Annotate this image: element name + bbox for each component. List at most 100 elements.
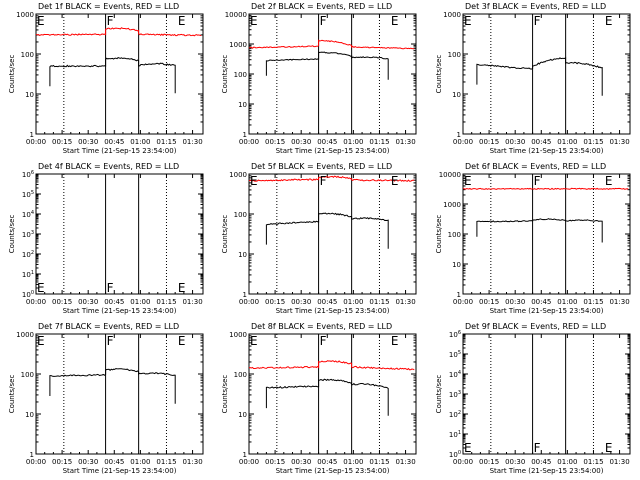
y-tick-label: 103 xyxy=(22,230,34,239)
y-tick-label: 100 xyxy=(234,371,247,379)
marker-e: E xyxy=(178,334,186,348)
x-tick-label: 01:30 xyxy=(609,138,629,146)
panel-6: Det 6f BLACK = Events, RED = LLD 00:00 00:… xyxy=(435,162,631,315)
x-tick-label: 00:00 xyxy=(26,458,46,466)
marker-f: F xyxy=(107,334,114,348)
lld-series-line xyxy=(35,27,202,37)
y-tick-label: 1 xyxy=(30,131,34,139)
y-tick-label: 10 xyxy=(25,411,34,419)
panel-title: Det 3f BLACK = Events, RED = LLD xyxy=(465,2,606,11)
y-tick-label: 10 xyxy=(25,91,34,99)
marker-e: E xyxy=(178,14,186,28)
marker-f: F xyxy=(107,14,114,28)
x-tick-label: 00:15 xyxy=(52,298,72,306)
marker-e: E xyxy=(391,14,399,28)
y-tick-label: 100 xyxy=(21,371,34,379)
x-tick-label: 00:15 xyxy=(265,138,285,146)
panel-3: Det 3f BLACK = Events, RED = LLD 00:00 00:… xyxy=(435,2,631,155)
x-tick-label: 00:45 xyxy=(531,458,551,466)
x-tick-label: 01:15 xyxy=(369,138,389,146)
y-tick-label: 102 xyxy=(449,410,461,419)
marker-e: E xyxy=(37,334,45,348)
y-tick-label: 10 xyxy=(452,91,461,99)
x-tick-label: 00:15 xyxy=(479,138,499,146)
y-tick-label: 100 xyxy=(234,71,247,79)
panel-9: Det 9f BLACK = Events, RED = LLD 00:00 00:… xyxy=(435,322,631,475)
marker-e: E xyxy=(464,174,472,188)
x-axis-label: Start Time (21-Sep-15 23:54:00) xyxy=(490,307,604,315)
marker-e: E xyxy=(37,281,45,295)
y-tick-label: 1000 xyxy=(16,331,34,339)
panel-title: Det 7f BLACK = Events, RED = LLD xyxy=(38,322,179,331)
y-tick-label: 106 xyxy=(449,330,461,339)
x-tick-label: 01:15 xyxy=(156,138,176,146)
panel-7: Det 7f BLACK = Events, RED = LLD 00:00 00:… xyxy=(8,322,204,475)
x-tick-label: 01:30 xyxy=(395,138,415,146)
x-tick-label: 00:00 xyxy=(453,138,473,146)
x-tick-label: 00:00 xyxy=(453,458,473,466)
y-tick-label: 104 xyxy=(449,370,461,379)
x-tick-label: 01:00 xyxy=(343,138,363,146)
y-tick-label: 1000 xyxy=(229,171,247,179)
y-tick-label: 1 xyxy=(243,131,247,139)
events-series-line xyxy=(265,51,389,80)
marker-f: F xyxy=(320,174,327,188)
x-tick-label: 00:30 xyxy=(505,458,525,466)
marker-e: E xyxy=(250,174,258,188)
marker-f: F xyxy=(107,281,114,295)
lld-series-line xyxy=(462,187,629,190)
events-series-line xyxy=(476,218,603,243)
x-axis-label: Start Time (21-Sep-15 23:54:00) xyxy=(63,147,177,155)
y-tick-label: 10000 xyxy=(439,171,461,179)
lld-series-line xyxy=(248,39,415,50)
x-axis-label: Start Time (21-Sep-15 23:54:00) xyxy=(63,307,177,315)
plot-frame xyxy=(35,173,204,295)
x-tick-label: 01:00 xyxy=(130,298,150,306)
x-tick-label: 01:15 xyxy=(156,298,176,306)
marker-e: E xyxy=(464,14,472,28)
plot-frame xyxy=(248,13,417,135)
x-tick-label: 01:15 xyxy=(369,458,389,466)
y-tick-label: 104 xyxy=(22,210,34,219)
y-tick-label: 100 xyxy=(22,290,34,299)
lld-series-line xyxy=(248,360,415,371)
plot-frame xyxy=(35,333,204,455)
x-tick-label: 01:30 xyxy=(182,138,202,146)
plot-frame xyxy=(462,13,631,135)
plot-frame xyxy=(35,13,204,135)
x-tick-label: 00:30 xyxy=(505,138,525,146)
y-axis-label: Counts/sec xyxy=(435,55,443,94)
y-tick-label: 1000 xyxy=(443,11,461,19)
y-tick-label: 100 xyxy=(449,450,461,459)
x-tick-label: 00:45 xyxy=(317,458,337,466)
x-tick-label: 00:30 xyxy=(291,138,311,146)
y-tick-label: 105 xyxy=(22,190,34,199)
x-tick-label: 00:15 xyxy=(265,458,285,466)
x-tick-label: 00:00 xyxy=(239,458,259,466)
x-tick-label: 01:00 xyxy=(557,138,577,146)
y-tick-label: 1000 xyxy=(229,331,247,339)
x-tick-label: 01:30 xyxy=(609,458,629,466)
y-tick-label: 100 xyxy=(234,211,247,219)
y-axis-label: Counts/sec xyxy=(8,215,16,254)
x-tick-label: 01:30 xyxy=(395,298,415,306)
y-axis-label: Counts/sec xyxy=(221,55,229,94)
y-tick-label: 103 xyxy=(449,390,461,399)
events-series-line xyxy=(49,57,176,94)
x-axis-label: Start Time (21-Sep-15 23:54:00) xyxy=(490,147,604,155)
x-tick-label: 00:15 xyxy=(265,298,285,306)
panel-title: Det 8f BLACK = Events, RED = LLD xyxy=(251,322,392,331)
x-tick-label: 00:45 xyxy=(317,298,337,306)
panel-title: Det 1f BLACK = Events, RED = LLD xyxy=(38,2,179,11)
x-axis-label: Start Time (21-Sep-15 23:54:00) xyxy=(276,467,390,475)
x-axis-label: Start Time (21-Sep-15 23:54:00) xyxy=(276,147,390,155)
y-tick-label: 1 xyxy=(30,451,34,459)
marker-f: F xyxy=(534,14,541,28)
panel-2: Det 2f BLACK = Events, RED = LLD 00:00 00:… xyxy=(221,2,417,155)
y-tick-label: 1 xyxy=(457,291,461,299)
x-tick-label: 01:00 xyxy=(343,458,363,466)
marker-f: F xyxy=(320,14,327,28)
x-tick-label: 00:30 xyxy=(291,298,311,306)
y-axis-label: Counts/sec xyxy=(435,375,443,414)
lld-series-line xyxy=(248,175,415,182)
